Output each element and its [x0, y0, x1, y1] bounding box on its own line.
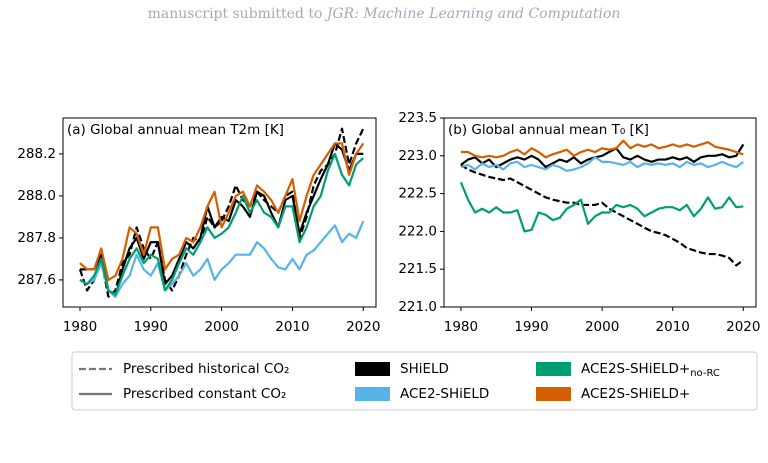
x-tick-label: 2010 [656, 319, 690, 335]
y-tick-label: 287.8 [17, 230, 56, 246]
x-tick-label: 1980 [63, 319, 97, 335]
y-tick-label: 221.5 [398, 261, 437, 277]
y-tick-label: 223.0 [398, 148, 437, 164]
legend-swatch [536, 387, 571, 401]
legend-label: ACE2S-SHiELD+ [581, 386, 690, 402]
y-tick-label: 222.5 [398, 186, 437, 202]
x-tick-label: 2020 [726, 319, 760, 335]
series-line [460, 156, 744, 173]
series-line [79, 142, 365, 282]
legend-swatch [355, 362, 390, 376]
legend-name: SHiELD [400, 361, 449, 377]
axes-frame [443, 117, 757, 308]
page-header: manuscript submitted to JGR: Machine Lea… [148, 6, 621, 22]
y-tick-label: 223.5 [398, 110, 437, 126]
legend-name: ACE2-SHiELD [400, 386, 489, 402]
series-line [460, 139, 744, 159]
legend-subscript: no-RC [690, 368, 720, 379]
journal-name: JGR: Machine Learning and Computation [324, 6, 621, 22]
x-tick-label: 2000 [585, 319, 619, 335]
y-tick-label: 287.6 [17, 272, 56, 288]
series-line [460, 143, 745, 169]
legend-label: SHiELD [400, 361, 449, 377]
legend-swatch [536, 362, 571, 376]
x-tick-label: 1980 [444, 319, 478, 335]
y-tick-label: 221.0 [398, 299, 437, 315]
series-line [460, 163, 744, 267]
y-tick-label: 288.0 [17, 188, 56, 204]
y-tick-label: 288.2 [17, 146, 56, 162]
x-tick-label: 2020 [346, 319, 380, 335]
legend-label: ACE2-SHiELD [400, 386, 489, 402]
x-tick-label: 2000 [204, 319, 238, 335]
x-tick-label: 1990 [514, 319, 548, 335]
x-tick-label: 1990 [134, 319, 168, 335]
panel-title: (b) Global annual mean T₀ [K] [448, 122, 649, 138]
header-text: manuscript submitted to [148, 6, 323, 22]
series-line [459, 181, 744, 233]
series-line [79, 142, 364, 298]
panel-title: (a) Global annual mean T2m [K] [67, 122, 284, 138]
legend-label: Prescribed historical CO₂ [123, 361, 289, 377]
legend-name: ACE2S-SHiELD+ [581, 386, 690, 402]
y-tick-label: 222.0 [398, 223, 437, 239]
legend-swatch [355, 387, 390, 401]
legend-label: ACE2S-SHiELD+no-RC [581, 361, 720, 379]
series-line [79, 220, 365, 298]
legend-name: ACE2S-SHiELD+ [581, 361, 690, 377]
axes-frame [62, 117, 377, 308]
legend-box [71, 351, 758, 411]
legend-label: Prescribed constant CO₂ [123, 386, 286, 402]
series-line [79, 152, 364, 296]
x-tick-label: 2010 [275, 319, 309, 335]
